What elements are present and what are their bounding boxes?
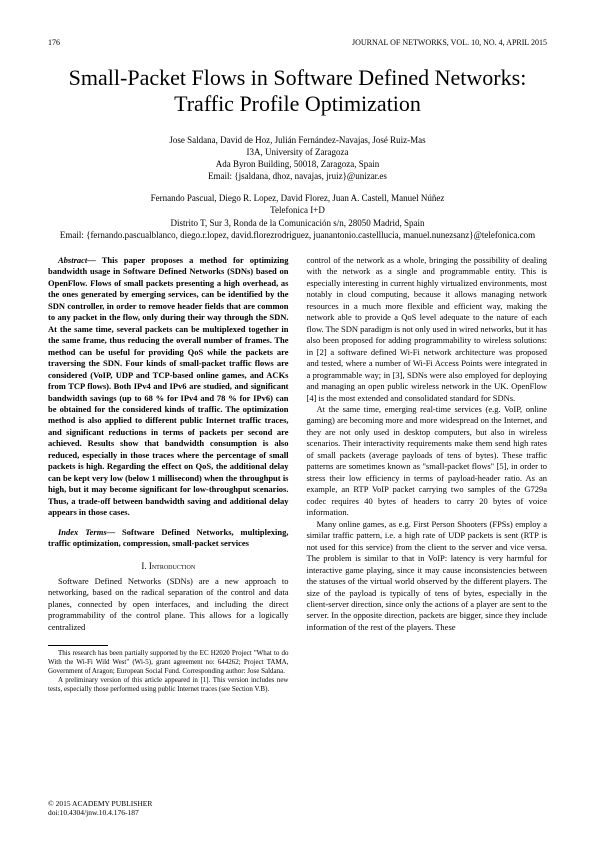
journal-info: JOURNAL OF NETWORKS, VOL. 10, NO. 4, APR…	[352, 38, 547, 47]
email-2: Email: {fernando.pascualblanco, diego.r.…	[48, 229, 547, 241]
section-number: I.	[141, 561, 146, 571]
footnote-1: This research has been partially support…	[48, 649, 289, 676]
authors-group-2: Fernando Pascual, Diego R. Lopez, David …	[48, 192, 547, 241]
doi: doi:10.4304/jnw.10.4.176-187	[48, 808, 152, 818]
affiliation-1a: I3A, University of Zaragoza	[48, 146, 547, 158]
col2-para-3: Many online games, as e.g. First Person …	[307, 519, 548, 634]
two-column-body: Abstract— This paper proposes a method f…	[48, 255, 547, 695]
abstract: Abstract— This paper proposes a method f…	[48, 255, 289, 519]
col2-para-1: control of the network as a whole, bring…	[307, 255, 548, 404]
abstract-text: — This paper proposes a method for optim…	[48, 255, 289, 517]
paper-title: Small-Packet Flows in Software Defined N…	[68, 65, 527, 118]
author-names-2: Fernando Pascual, Diego R. Lopez, David …	[48, 192, 547, 204]
intro-paragraph: Software Defined Networks (SDNs) are a n…	[48, 576, 289, 633]
index-terms: Index Terms— Software Defined Networks, …	[48, 527, 289, 550]
authors-group-1: Jose Saldana, David de Hoz, Julián Ferná…	[48, 134, 547, 183]
affiliation-2a: Telefonica I+D	[48, 204, 547, 216]
section-title: Introduction	[149, 561, 195, 571]
footnote-2: A preliminary version of this article ap…	[48, 676, 289, 694]
col2-para-2: At the same time, emerging real-time ser…	[307, 404, 548, 519]
left-column: Abstract— This paper proposes a method f…	[48, 255, 289, 695]
page-header: 176 JOURNAL OF NETWORKS, VOL. 10, NO. 4,…	[48, 38, 547, 47]
email-1: Email: {jsaldana, dhoz, navajas, jruiz}@…	[48, 170, 547, 182]
affiliation-1b: Ada Byron Building, 50018, Zaragoza, Spa…	[48, 158, 547, 170]
affiliation-2b: Distrito T, Sur 3, Ronda de la Comunicac…	[48, 217, 547, 229]
section-1-heading: I. Introduction	[48, 560, 289, 572]
index-terms-label: Index Terms	[58, 527, 107, 537]
page-footer: © 2015 ACADEMY PUBLISHER doi:10.4304/jnw…	[48, 799, 152, 819]
page-number: 176	[48, 38, 60, 47]
footnote-separator	[48, 645, 108, 646]
copyright: © 2015 ACADEMY PUBLISHER	[48, 799, 152, 809]
author-names-1: Jose Saldana, David de Hoz, Julián Ferná…	[48, 134, 547, 146]
right-column: control of the network as a whole, bring…	[307, 255, 548, 695]
abstract-label: Abstract	[58, 255, 87, 265]
